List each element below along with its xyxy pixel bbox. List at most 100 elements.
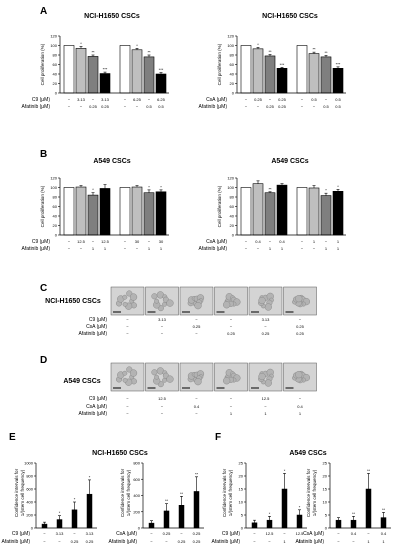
- y-axis-label: Cell proliferation (%): [40, 43, 45, 85]
- treatment-value: 1: [92, 246, 95, 251]
- significance-label: *: [269, 511, 271, 516]
- treatment-value: −: [257, 246, 260, 251]
- treatment-row-label: Afatinib (μM): [199, 104, 228, 110]
- treatment-value: 1: [367, 539, 370, 544]
- y-tick-label: 0: [31, 526, 34, 531]
- treatment-value: −: [301, 239, 304, 244]
- y-tick-label: 120: [50, 176, 57, 181]
- y-tick-label: 100: [227, 185, 234, 190]
- panel-title: A549 CSCs: [271, 158, 308, 165]
- significance-label: **: [367, 468, 371, 473]
- treatment-value: 1: [299, 411, 302, 416]
- treatment-row-label: Afatinib (μM): [199, 246, 228, 252]
- panel-letter-A: A: [40, 6, 47, 17]
- treatment-value: 0.25: [193, 324, 202, 329]
- treatment-value: 1: [325, 246, 328, 251]
- significance-label: ***: [159, 67, 164, 72]
- bar: [240, 187, 252, 236]
- treatment-value: −: [126, 411, 129, 416]
- y-tick-label: 400: [26, 500, 33, 505]
- y-tick-label: 0: [325, 526, 328, 531]
- treatment-value: −: [80, 104, 83, 109]
- bar: [276, 68, 288, 94]
- y-tick-label: 600: [26, 487, 33, 492]
- treatment-value: 1: [269, 246, 272, 251]
- y-tick-label: 60: [53, 62, 58, 67]
- treatment-value: −: [195, 317, 198, 322]
- treatment-value: 0.25: [86, 539, 95, 544]
- treatment-value: 0.4: [255, 239, 261, 244]
- treatment-row-label: CsA (μM): [303, 531, 324, 537]
- bar: [308, 53, 320, 94]
- y-tick-label: 40: [53, 214, 58, 219]
- treatment-row-label: C9 (μM): [89, 396, 107, 402]
- bar: [99, 73, 111, 94]
- treatment-row-label: CsA (μM): [86, 324, 107, 330]
- treatment-value: −: [68, 246, 71, 251]
- sphere-cell: [166, 375, 174, 383]
- treatment-value: 0.5: [323, 104, 329, 109]
- significance-label: **: [324, 50, 328, 55]
- sphere-cell: [166, 299, 174, 307]
- treatment-value: 1: [298, 539, 301, 544]
- bar: [320, 195, 332, 236]
- treatment-value: −: [269, 97, 272, 102]
- y-tick-label: 25: [323, 461, 328, 466]
- treatment-value: −: [150, 531, 153, 536]
- panel-title: NCI-H1650 CSCs: [84, 13, 140, 20]
- treatment-row-label: Afatinib (μM): [79, 411, 108, 417]
- bar: [143, 56, 155, 94]
- treatment-value: −: [43, 539, 46, 544]
- y-tick-label: 0: [241, 526, 244, 531]
- treatment-value: 1: [104, 246, 107, 251]
- y-tick-label: 20: [230, 223, 235, 228]
- treatment-value: −: [269, 239, 272, 244]
- y-tick-label: 400: [133, 493, 140, 498]
- sphere-cell: [258, 296, 266, 305]
- treatment-row-label: Afatinib (μM): [212, 539, 241, 545]
- y-tick-label: 200: [133, 509, 140, 514]
- significance-label: **: [352, 511, 356, 516]
- significance-label: **: [91, 50, 95, 55]
- y-tick-label: 120: [227, 34, 234, 39]
- treatment-value: −: [245, 239, 248, 244]
- y-tick-label: 80: [230, 195, 235, 200]
- treatment-value: −: [301, 97, 304, 102]
- significance-label: ***: [336, 61, 341, 66]
- sphere-cell: [151, 369, 158, 376]
- treatment-value: 12.5: [266, 531, 275, 536]
- treatment-value: 0.5: [335, 97, 341, 102]
- significance-label: *: [325, 188, 327, 193]
- y-tick-label: 100: [50, 185, 57, 190]
- treatment-value: −: [180, 531, 183, 536]
- bar: [276, 184, 288, 236]
- y-tick-label: 120: [50, 34, 57, 39]
- treatment-value: 1: [148, 246, 151, 251]
- y-axis-label: Cell proliferation (%): [217, 185, 222, 227]
- significance-label: *: [89, 474, 91, 479]
- y-tick-label: 40: [53, 72, 58, 77]
- treatment-value: −: [253, 531, 256, 536]
- y-tick-label: 0: [55, 91, 58, 96]
- treatment-value: 0.25: [296, 324, 305, 329]
- treatment-value: 0.4: [381, 531, 387, 536]
- bar: [87, 56, 99, 94]
- treatment-value: 0.25: [262, 331, 271, 336]
- sphere-cell: [122, 294, 128, 300]
- treatment-value: 0.25: [193, 531, 202, 536]
- significance-label: *: [74, 497, 76, 502]
- treatment-row-label: C9 (μM): [32, 97, 50, 103]
- y-tick-label: 1000: [24, 461, 34, 466]
- treatment-value: −: [136, 246, 139, 251]
- treatment-value: 6.25: [157, 97, 166, 102]
- y-tick-label: 10: [323, 500, 328, 505]
- treatment-value: 1: [313, 239, 316, 244]
- treatment-value: 12.5: [77, 239, 86, 244]
- sphere-cell: [295, 294, 303, 303]
- panel-letter-B: B: [40, 149, 47, 160]
- treatment-value: −: [264, 404, 267, 409]
- sphere-cell: [151, 293, 158, 300]
- treatment-value: −: [124, 97, 127, 102]
- y-tick-label: 20: [323, 474, 328, 479]
- bar: [296, 187, 308, 236]
